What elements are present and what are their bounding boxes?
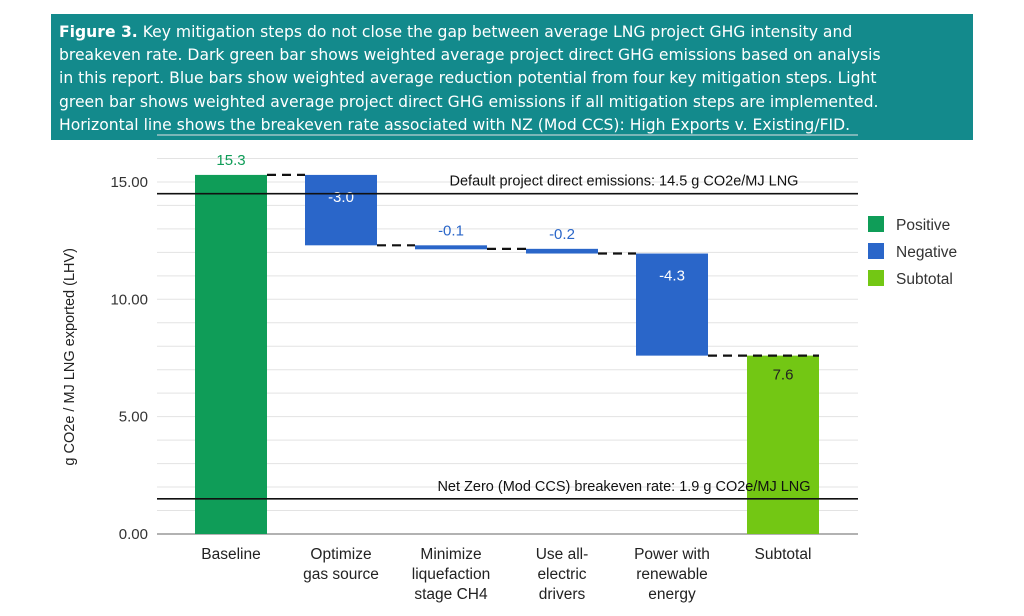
bar-label-1: 15.3 <box>216 152 245 169</box>
bar-1 <box>195 174 267 534</box>
category-label: Power with <box>634 546 710 563</box>
category-label: Use all- <box>536 546 589 563</box>
y-tick-label: 10.00 <box>110 291 148 308</box>
category-label: Minimize <box>420 546 481 563</box>
bar-label-6: 7.6 <box>773 367 794 384</box>
y-tick-label: 15.00 <box>110 174 148 191</box>
bar-label-4: -0.2 <box>549 226 575 243</box>
legend-label-negative: Negative <box>896 244 957 261</box>
category-label: Baseline <box>201 546 260 563</box>
caption-line-1: Figure 3. Key mitigation steps do not cl… <box>59 21 965 44</box>
bar-label-2: -3.0 <box>328 189 354 206</box>
figure-label: Figure 3. <box>59 23 138 41</box>
caption-line-2: breakeven rate. Dark green bar shows wei… <box>59 46 881 65</box>
bar-4 <box>526 248 598 254</box>
bar-label-3: -0.1 <box>438 222 464 239</box>
category-label: Subtotal <box>755 546 812 563</box>
y-axis-label: g CO2e / MJ LNG exported (LHV) <box>62 248 78 466</box>
category-label: electric <box>537 566 586 583</box>
category-label: Optimize <box>310 546 371 563</box>
category-label: energy <box>648 586 696 603</box>
caption-line-3: in this report. Blue bars show weighted … <box>59 69 877 88</box>
caption-line-5: Horizontal line shows the breakeven rate… <box>59 115 851 134</box>
category-label: renewable <box>636 566 708 583</box>
bar-3 <box>415 245 487 250</box>
caption-text-1: Key mitigation steps do not close the ga… <box>137 23 853 41</box>
category-label: gas source <box>303 566 379 583</box>
category-label: stage CH4 <box>414 586 488 603</box>
category-label: liquefaction <box>412 566 490 583</box>
reference-line-label-2: Net Zero (Mod CCS) breakeven rate: 1.9 g… <box>437 479 810 495</box>
y-tick-label: 5.00 <box>119 409 148 426</box>
legend-swatch-subtotal <box>868 270 884 286</box>
bar-label-5: -4.3 <box>659 268 685 285</box>
bar-2 <box>305 174 377 246</box>
y-tick-label: 0.00 <box>119 526 148 543</box>
caption-line-4: green bar shows weighted average project… <box>59 92 879 111</box>
category-label: drivers <box>539 586 586 603</box>
legend-label-positive: Positive <box>896 217 950 234</box>
legend-swatch-positive <box>868 216 884 232</box>
reference-line-label-1: Default project direct emissions: 14.5 g… <box>450 174 799 190</box>
legend-label-subtotal: Subtotal <box>896 271 953 288</box>
figure-caption: Figure 3. Key mitigation steps do not cl… <box>51 14 973 140</box>
bar-6 <box>747 355 819 534</box>
legend-swatch-negative <box>868 243 884 259</box>
bar-5 <box>636 253 708 356</box>
